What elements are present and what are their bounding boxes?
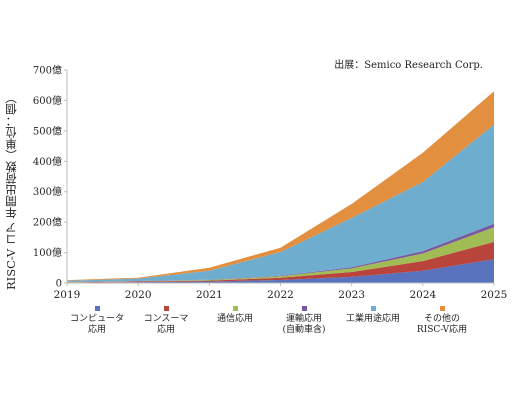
- legend-swatch: [370, 306, 376, 311]
- area-series-1: [67, 259, 494, 283]
- y-tick-label: 400億: [33, 155, 62, 168]
- axes: 0 100億 200億 300億 400億 500億 600億 700億 2019 2020 202…: [33, 64, 507, 302]
- legend-label: 通信応用: [216, 314, 253, 324]
- legend: コンピュータ 応用 コンスーマ 応用 通信応用 運輸応用 (自動車含) 工業用途応用 その…: [60, 306, 517, 356]
- x-tick-label-2021: 2021: [196, 289, 223, 301]
- legend-item-1: コンピュータ 応用: [60, 306, 134, 336]
- legend-label: コンピュータ 応用: [69, 314, 124, 335]
- legend-label: 運輸応用 (自動車含): [282, 314, 326, 335]
- x-tick-label-2022: 2022: [267, 289, 294, 301]
- y-tick-label: 700億: [33, 64, 62, 77]
- legend-swatch: [94, 306, 100, 311]
- legend-label: コンスーマ 応用: [143, 314, 189, 335]
- legend-swatch: [301, 306, 307, 311]
- legend-swatch: [232, 306, 238, 311]
- area-series-6: [67, 91, 494, 281]
- x-tick-label-2019: 2019: [54, 289, 81, 301]
- area-layers: [67, 91, 494, 283]
- legend-swatch: [439, 306, 445, 311]
- legend-label: その他の RISC-V応用: [416, 314, 468, 335]
- legend-item-2: コンスーマ 応用: [129, 306, 203, 336]
- legend-item-6: その他の RISC-V応用: [405, 306, 479, 336]
- x-tick-label-2020: 2020: [125, 289, 152, 301]
- x-tick-label-2023: 2023: [338, 289, 365, 301]
- y-tick-label: 100億: [33, 246, 62, 259]
- legend-item-3: 通信応用: [198, 306, 272, 325]
- y-tick-label: 200億: [33, 216, 62, 229]
- x-tick-label-2024: 2024: [409, 289, 436, 301]
- y-tick-label: 300億: [33, 185, 62, 198]
- source-note: 出展：Semico Research Corp.: [334, 60, 483, 71]
- area-series-5: [67, 124, 494, 282]
- area-series-2: [67, 241, 494, 283]
- y-tick-label: 600億: [33, 94, 62, 107]
- y-tick-label: 500億: [33, 124, 62, 137]
- legend-item-4: 運輸応用 (自動車含): [267, 306, 341, 336]
- y-tick-label: 0: [56, 279, 62, 290]
- y-axis-label: RISC-V コア 年間出荷数（単位：個）: [4, 91, 18, 290]
- legend-item-5: 工業用途応用: [336, 306, 410, 325]
- x-tick-label-2025: 2025: [481, 289, 508, 301]
- legend-label: 工業用途応用: [345, 314, 400, 324]
- legend-swatch: [163, 306, 169, 311]
